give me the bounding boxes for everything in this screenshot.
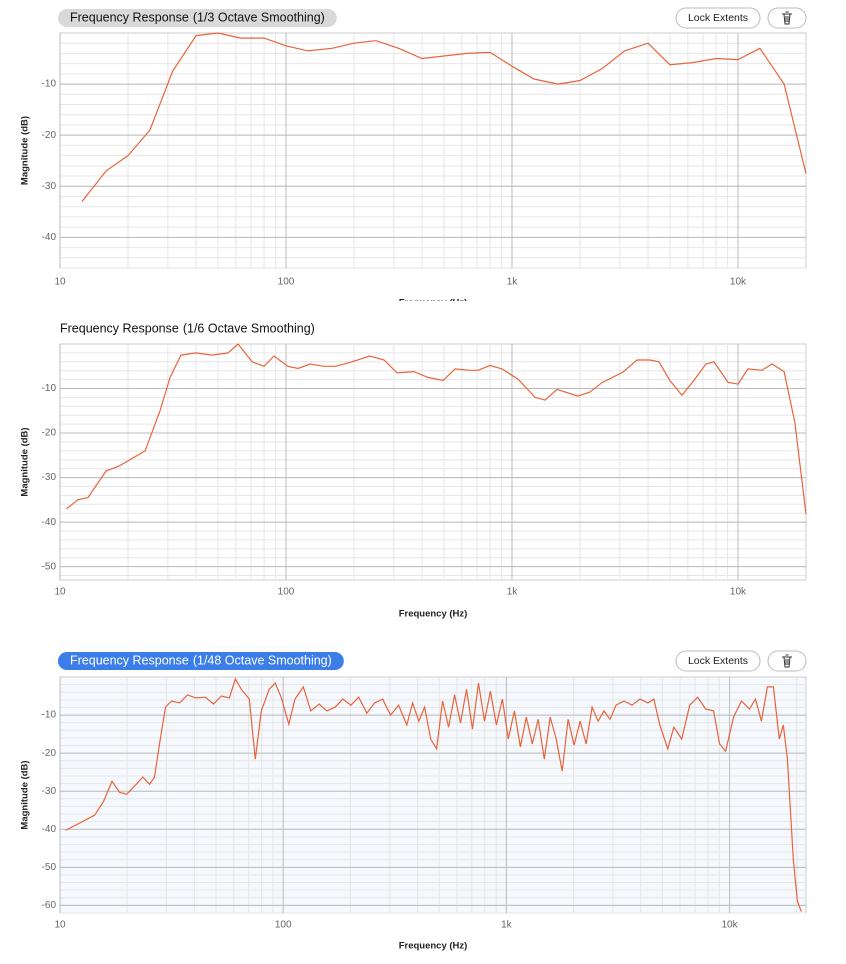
button-bg [675, 7, 761, 29]
x-tick-label: 10 [54, 277, 66, 288]
chart-subtitle: (1/48 Octave Smoothing) [193, 653, 332, 667]
y-tick-label: -30 [42, 786, 57, 797]
title-badge [58, 9, 337, 27]
trash-icon [782, 11, 792, 25]
x-axis-label: Frequency (Hz) [399, 941, 468, 952]
x-tick-label: 1k [507, 277, 519, 288]
chart-title-group: Frequency Response (1/48 Octave Smoothing… [70, 653, 332, 667]
chart-title: Frequency Response [60, 321, 179, 335]
delete-button[interactable] [767, 650, 807, 672]
x-tick-label: 1k [501, 920, 513, 931]
y-tick-label: -40 [42, 232, 57, 243]
y-tick-label: -30 [42, 472, 57, 483]
x-tick-label: 10 [54, 587, 66, 598]
chart-subtitle: (1/3 Octave Smoothing) [193, 10, 325, 24]
button-bg [767, 7, 807, 29]
response-line [65, 677, 802, 912]
x-tick-label: 10k [722, 920, 739, 931]
chart-title: Frequency Response [70, 653, 189, 667]
y-axis-label: Magnitude (dB) [20, 760, 31, 829]
x-axis-label: Frequency (Hz) [399, 298, 468, 301]
delete-button[interactable] [767, 7, 807, 29]
button-bg [675, 650, 761, 672]
y-axis-label: Magnitude (dB) [20, 116, 31, 185]
y-tick-label: -20 [42, 428, 57, 439]
x-tick-label: 100 [275, 920, 292, 931]
y-tick-label: -10 [42, 710, 57, 721]
response-line [66, 343, 807, 515]
chart-title-group: Frequency Response (1/3 Octave Smoothing) [70, 10, 325, 24]
button-label: Lock Extents [688, 12, 748, 24]
chart-panel: Frequency Response (1/48 Octave Smoothing… [20, 650, 807, 952]
y-tick-label: -10 [42, 383, 57, 394]
chart-panel: Frequency Response (1/3 Octave Smoothing)… [20, 7, 807, 301]
x-tick-label: 10k [730, 277, 747, 288]
plot-area [59, 343, 807, 581]
y-tick-label: -40 [42, 517, 57, 528]
y-tick-label: -10 [42, 79, 57, 90]
chart-title: Frequency Response [70, 10, 189, 24]
response-line [81, 32, 807, 202]
y-tick-label: -20 [42, 130, 57, 141]
x-tick-label: 10 [54, 920, 66, 931]
plot-area [59, 32, 807, 269]
plot-area [59, 676, 807, 914]
x-tick-label: 1k [507, 587, 519, 598]
x-axis-label: Frequency (Hz) [399, 609, 468, 620]
y-axis-label: Magnitude (dB) [20, 427, 31, 496]
y-tick-label: -40 [42, 824, 57, 835]
y-tick-label: -30 [42, 181, 57, 192]
lock-extents-button[interactable]: Lock Extents [675, 7, 761, 29]
trash-icon [782, 654, 792, 668]
lock-extents-button[interactable]: Lock Extents [675, 650, 761, 672]
button-label: Lock Extents [688, 655, 748, 667]
button-bg [767, 650, 807, 672]
chart-panel: Frequency Response (1/6 Octave Smoothing)… [20, 321, 807, 620]
x-tick-label: 100 [278, 587, 295, 598]
y-tick-label: -50 [42, 561, 57, 572]
x-tick-label: 100 [278, 277, 295, 288]
chart-subtitle: (1/6 Octave Smoothing) [183, 321, 315, 335]
x-tick-label: 10k [730, 587, 747, 598]
y-tick-label: -50 [42, 862, 57, 873]
chart-title-group: Frequency Response (1/6 Octave Smoothing) [60, 321, 315, 335]
y-tick-label: -60 [42, 900, 57, 911]
title-badge [58, 652, 344, 670]
y-tick-label: -20 [42, 748, 57, 759]
